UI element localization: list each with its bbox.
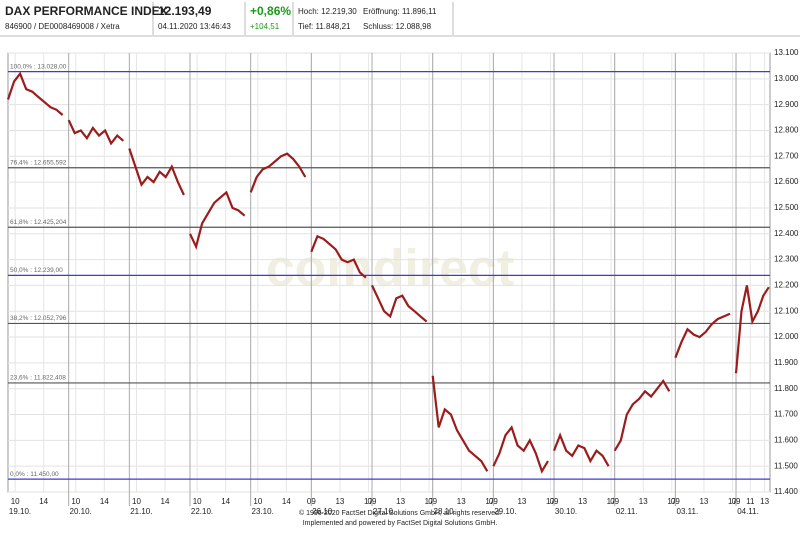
- y-tick-label: 11.500: [774, 461, 798, 470]
- y-tick-label: 11.900: [774, 358, 798, 367]
- change-pct: +0,86%: [250, 4, 291, 18]
- x-tick-label: 13: [396, 497, 405, 506]
- x-tick-label: 13: [517, 497, 526, 506]
- level-label: 61,8% : 12.425,204: [10, 219, 67, 226]
- y-tick-label: 12.800: [774, 126, 799, 135]
- ids: 846900 / DE0008469008 / Xetra: [5, 22, 120, 31]
- day-label: 04.11.: [737, 507, 759, 516]
- x-tick-label: 14: [282, 497, 291, 506]
- y-tick-label: 12.700: [774, 151, 799, 160]
- level-label: 76,4% : 12.655,592: [10, 159, 67, 166]
- x-tick-label: 13: [699, 497, 708, 506]
- day-label: 19.10.: [9, 507, 31, 516]
- day-label: 21.10.: [130, 507, 152, 516]
- y-tick-label: 12.400: [774, 229, 799, 238]
- x-tick-label: 13: [335, 497, 344, 506]
- day-label: 28.10.: [434, 507, 456, 516]
- x-tick-label: 17: [607, 497, 616, 506]
- price-line: [6, 71, 770, 474]
- x-tick-label: 13: [578, 497, 587, 506]
- x-tick-label: 17: [728, 497, 737, 506]
- x-tick-label: 13: [760, 497, 769, 506]
- y-tick-label: 13.100: [774, 48, 799, 57]
- x-tick-label: 13: [639, 497, 648, 506]
- day-label: 03.11.: [677, 507, 699, 516]
- open: Eröffnung: 11.896,11: [363, 7, 437, 16]
- level-label: 50,0% : 12.239,00: [10, 267, 63, 274]
- y-tick-label: 12.900: [774, 100, 799, 109]
- level-label: 23,6% : 11.822,408: [10, 375, 66, 382]
- x-tick-label: 14: [39, 497, 48, 506]
- y-tick-label: 12.300: [774, 255, 799, 264]
- day-label: 27.10.: [373, 507, 395, 516]
- watermark: comdirect: [266, 240, 515, 298]
- price: 12.193,49: [158, 4, 212, 18]
- x-tick-label: 17: [546, 497, 555, 506]
- x-tick-label: 14: [221, 497, 230, 506]
- level-label: 100,0% : 13.028,00: [10, 63, 67, 70]
- x-tick-label: 10: [193, 497, 202, 506]
- y-tick-label: 11.400: [774, 487, 798, 496]
- x-tick-label: 14: [100, 497, 109, 506]
- y-tick-label: 11.700: [774, 410, 798, 419]
- footer: © 1996-2020 FactSet Digital Solutions Gm…: [299, 509, 501, 517]
- y-tick-label: 12.100: [774, 306, 799, 315]
- low: Tief: 11.848,21: [298, 22, 351, 31]
- x-tick-label: 13: [457, 497, 466, 506]
- y-tick-label: 12.000: [774, 332, 799, 341]
- day-label: 29.10.: [494, 507, 516, 516]
- y-tick-label: 13.000: [774, 74, 799, 83]
- x-tick-label: 10: [11, 497, 20, 506]
- x-tick-label: 17: [364, 497, 373, 506]
- day-label: 30.10.: [555, 507, 577, 516]
- title: DAX PERFORMANCE INDEX: [5, 4, 168, 18]
- y-tick-label: 12.200: [774, 281, 799, 290]
- x-tick-label: 11: [746, 497, 755, 506]
- x-tick-label: 10: [132, 497, 141, 506]
- x-tick-label: 17: [485, 497, 494, 506]
- y-tick-label: 12.600: [774, 177, 799, 186]
- y-tick-label: 11.800: [774, 384, 798, 393]
- change: +104,51: [250, 22, 280, 31]
- x-tick-label: 10: [253, 497, 262, 506]
- y-tick-label: 11.600: [774, 435, 798, 444]
- datetime: 04.11.2020 13:46:43: [158, 22, 231, 31]
- x-tick-label: 17: [425, 497, 434, 506]
- high: Hoch: 12.219,30: [298, 7, 357, 16]
- level-label: 38,2% : 12.052,796: [10, 315, 67, 322]
- footer: Implemented and powered by FactSet Digit…: [303, 520, 498, 527]
- day-label: 23.10.: [252, 507, 274, 516]
- y-tick-label: 12.500: [774, 203, 799, 212]
- day-label: 02.11.: [616, 507, 638, 516]
- level-label: 0,0% : 11.450,00: [10, 471, 59, 478]
- x-tick-label: 17: [667, 497, 676, 506]
- day-label: 22.10.: [191, 507, 213, 516]
- close: Schluss: 12.088,98: [363, 22, 432, 31]
- day-label: 20.10.: [70, 507, 92, 516]
- day-label: 26.10.: [312, 507, 334, 516]
- x-tick-label: 10: [71, 497, 80, 506]
- x-tick-label: 14: [161, 497, 170, 506]
